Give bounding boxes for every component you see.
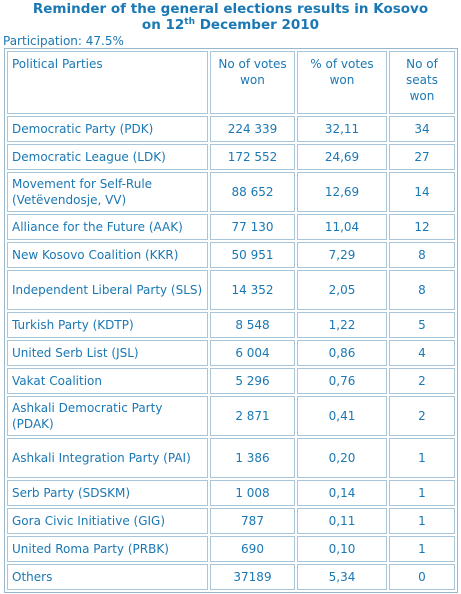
table-row: Democratic Party (PDK) 224 339 32,11 34 [7, 116, 455, 142]
table-row: Serb Party (SDSKM) 1 008 0,14 1 [7, 480, 455, 506]
percent-value: 0,20 [297, 438, 387, 478]
votes-value: 88 652 [210, 172, 295, 212]
votes-value: 37189 [210, 564, 295, 590]
seats-value: 2 [389, 396, 455, 436]
title-date-prefix: on 12 [141, 17, 185, 33]
title-line-1: Reminder of the general elections result… [32, 1, 429, 17]
table-row: Turkish Party (KDTP) 8 548 1,22 5 [7, 312, 455, 338]
party-name: Gora Civic Initiative (GIG) [7, 508, 208, 534]
votes-value: 50 951 [210, 242, 295, 268]
percent-value: 12,69 [297, 172, 387, 212]
percent-value: 7,29 [297, 242, 387, 268]
header-party: Political Parties [7, 51, 208, 114]
party-name: United Serb List (JSL) [7, 340, 208, 366]
table-row: Vakat Coalition 5 296 0,76 2 [7, 368, 455, 394]
percent-value: 32,11 [297, 116, 387, 142]
seats-value: 34 [389, 116, 455, 142]
votes-value: 5 296 [210, 368, 295, 394]
header-percent: % of votes won [297, 51, 387, 114]
seats-value: 4 [389, 340, 455, 366]
table-row: Gora Civic Initiative (GIG) 787 0,11 1 [7, 508, 455, 534]
seats-value: 0 [389, 564, 455, 590]
seats-value: 1 [389, 438, 455, 478]
seats-value: 2 [389, 368, 455, 394]
percent-value: 2,05 [297, 270, 387, 310]
party-name: Others [7, 564, 208, 590]
votes-value: 2 871 [210, 396, 295, 436]
table-row: Alliance for the Future (AAK) 77 130 11,… [7, 214, 455, 240]
table-row: United Serb List (JSL) 6 004 0,86 4 [7, 340, 455, 366]
seats-value: 8 [389, 242, 455, 268]
seats-value: 12 [389, 214, 455, 240]
votes-value: 77 130 [210, 214, 295, 240]
seats-value: 14 [389, 172, 455, 212]
page-title: Reminder of the general elections result… [0, 1, 461, 33]
table-row: Ashkali Democratic Party (PDAK) 2 871 0,… [7, 396, 455, 436]
party-name: Alliance for the Future (AAK) [7, 214, 208, 240]
seats-value: 27 [389, 144, 455, 170]
header-votes: No of votes won [210, 51, 295, 114]
title-date-rest: December 2010 [195, 17, 320, 33]
votes-value: 6 004 [210, 340, 295, 366]
party-name: Vakat Coalition [7, 368, 208, 394]
party-name: New Kosovo Coalition (KKR) [7, 242, 208, 268]
seats-value: 1 [389, 536, 455, 562]
party-name: Ashkali Democratic Party (PDAK) [7, 396, 208, 436]
table-row: Movement for Self-Rule (Vetëvendosje, VV… [7, 172, 455, 212]
votes-value: 172 552 [210, 144, 295, 170]
party-name: Movement for Self-Rule (Vetëvendosje, VV… [7, 172, 208, 212]
table-row: Others 37189 5,34 0 [7, 564, 455, 590]
party-name: Serb Party (SDSKM) [7, 480, 208, 506]
votes-value: 8 548 [210, 312, 295, 338]
party-name: Democratic League (LDK) [7, 144, 208, 170]
table-row: United Roma Party (PRBK) 690 0,10 1 [7, 536, 455, 562]
title-line-2: on 12th December 2010 [0, 17, 461, 33]
party-name: Democratic Party (PDK) [7, 116, 208, 142]
percent-value: 1,22 [297, 312, 387, 338]
election-results-table: Political Parties No of votes won % of v… [4, 48, 458, 593]
percent-value: 0,76 [297, 368, 387, 394]
percent-value: 0,10 [297, 536, 387, 562]
party-name: Independent Liberal Party (SLS) [7, 270, 208, 310]
table-row: Ashkali Integration Party (PAI) 1 386 0,… [7, 438, 455, 478]
header-seats: No of seats won [389, 51, 455, 114]
table-row: New Kosovo Coalition (KKR) 50 951 7,29 8 [7, 242, 455, 268]
votes-value: 1 386 [210, 438, 295, 478]
title-date-suffix: th [184, 17, 196, 27]
party-name: Ashkali Integration Party (PAI) [7, 438, 208, 478]
percent-value: 0,11 [297, 508, 387, 534]
party-name: United Roma Party (PRBK) [7, 536, 208, 562]
votes-value: 14 352 [210, 270, 295, 310]
party-name: Turkish Party (KDTP) [7, 312, 208, 338]
seats-value: 5 [389, 312, 455, 338]
seats-value: 1 [389, 480, 455, 506]
percent-value: 11,04 [297, 214, 387, 240]
participation-rate: Participation: 47.5% [3, 34, 124, 48]
seats-value: 8 [389, 270, 455, 310]
table-header-row: Political Parties No of votes won % of v… [7, 51, 455, 114]
votes-value: 1 008 [210, 480, 295, 506]
votes-value: 224 339 [210, 116, 295, 142]
percent-value: 0,41 [297, 396, 387, 436]
votes-value: 690 [210, 536, 295, 562]
percent-value: 24,69 [297, 144, 387, 170]
table-row: Democratic League (LDK) 172 552 24,69 27 [7, 144, 455, 170]
percent-value: 0,86 [297, 340, 387, 366]
table-row: Independent Liberal Party (SLS) 14 352 2… [7, 270, 455, 310]
seats-value: 1 [389, 508, 455, 534]
percent-value: 5,34 [297, 564, 387, 590]
percent-value: 0,14 [297, 480, 387, 506]
votes-value: 787 [210, 508, 295, 534]
